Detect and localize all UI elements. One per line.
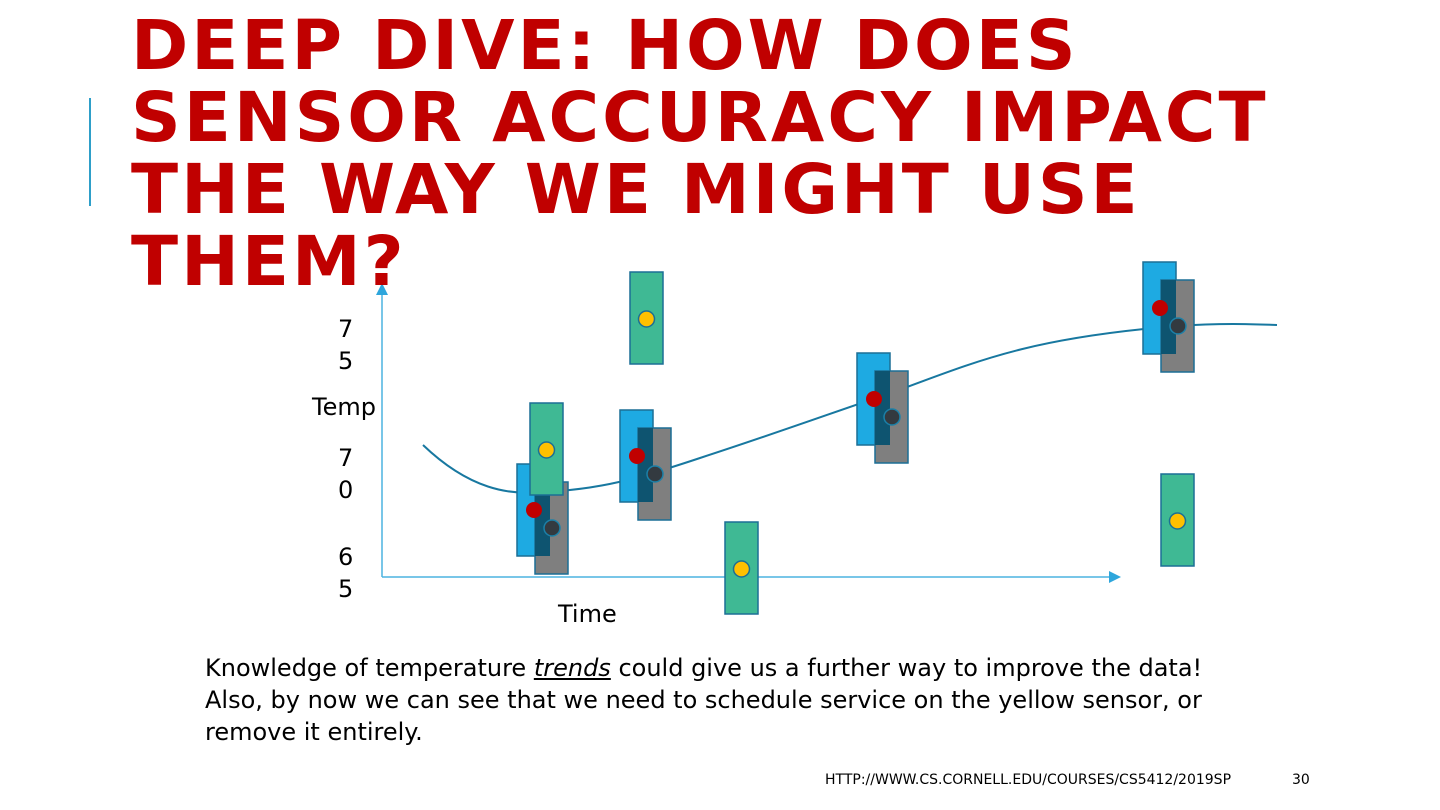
footer-url: HTTP://WWW.CS.CORNELL.EDU/COURSES/CS5412… (825, 772, 1232, 788)
overlap-region (638, 428, 653, 502)
title-line: Deep dive: How does (131, 6, 1079, 86)
gray-sensor-reading (883, 408, 901, 426)
y-axis-label: Temp (312, 393, 376, 421)
gray-sensor-reading (1169, 317, 1187, 335)
gray-sensor-reading (543, 519, 561, 537)
x-axis-label: Time (558, 600, 617, 628)
overlap-region (1161, 280, 1176, 354)
title-line: sensor accuracy impact (131, 78, 1269, 158)
accent-bar (89, 98, 91, 206)
yellow-sensor-reading (732, 560, 751, 578)
red-sensor-reading (629, 448, 645, 464)
yellow-sensor-reading (1168, 512, 1187, 530)
yellow-sensor-reading (537, 441, 556, 459)
title-line: the way we might use (131, 150, 1141, 230)
title-line: them? (131, 222, 407, 302)
page-number: 30 (1292, 772, 1310, 788)
body-text: Knowledge of temperature trends could gi… (205, 654, 1203, 746)
red-sensor-reading (866, 391, 882, 407)
overlap-region (875, 371, 890, 445)
red-sensor-reading (526, 502, 542, 518)
yellow-sensor-reading (637, 310, 656, 328)
gray-sensor-reading (646, 465, 664, 483)
overlap-region (535, 482, 550, 556)
slide-title: Deep dive: How does sensor accuracy impa… (131, 10, 1269, 298)
red-sensor-reading (1152, 300, 1168, 316)
emphasis-trends: trends (533, 654, 611, 682)
